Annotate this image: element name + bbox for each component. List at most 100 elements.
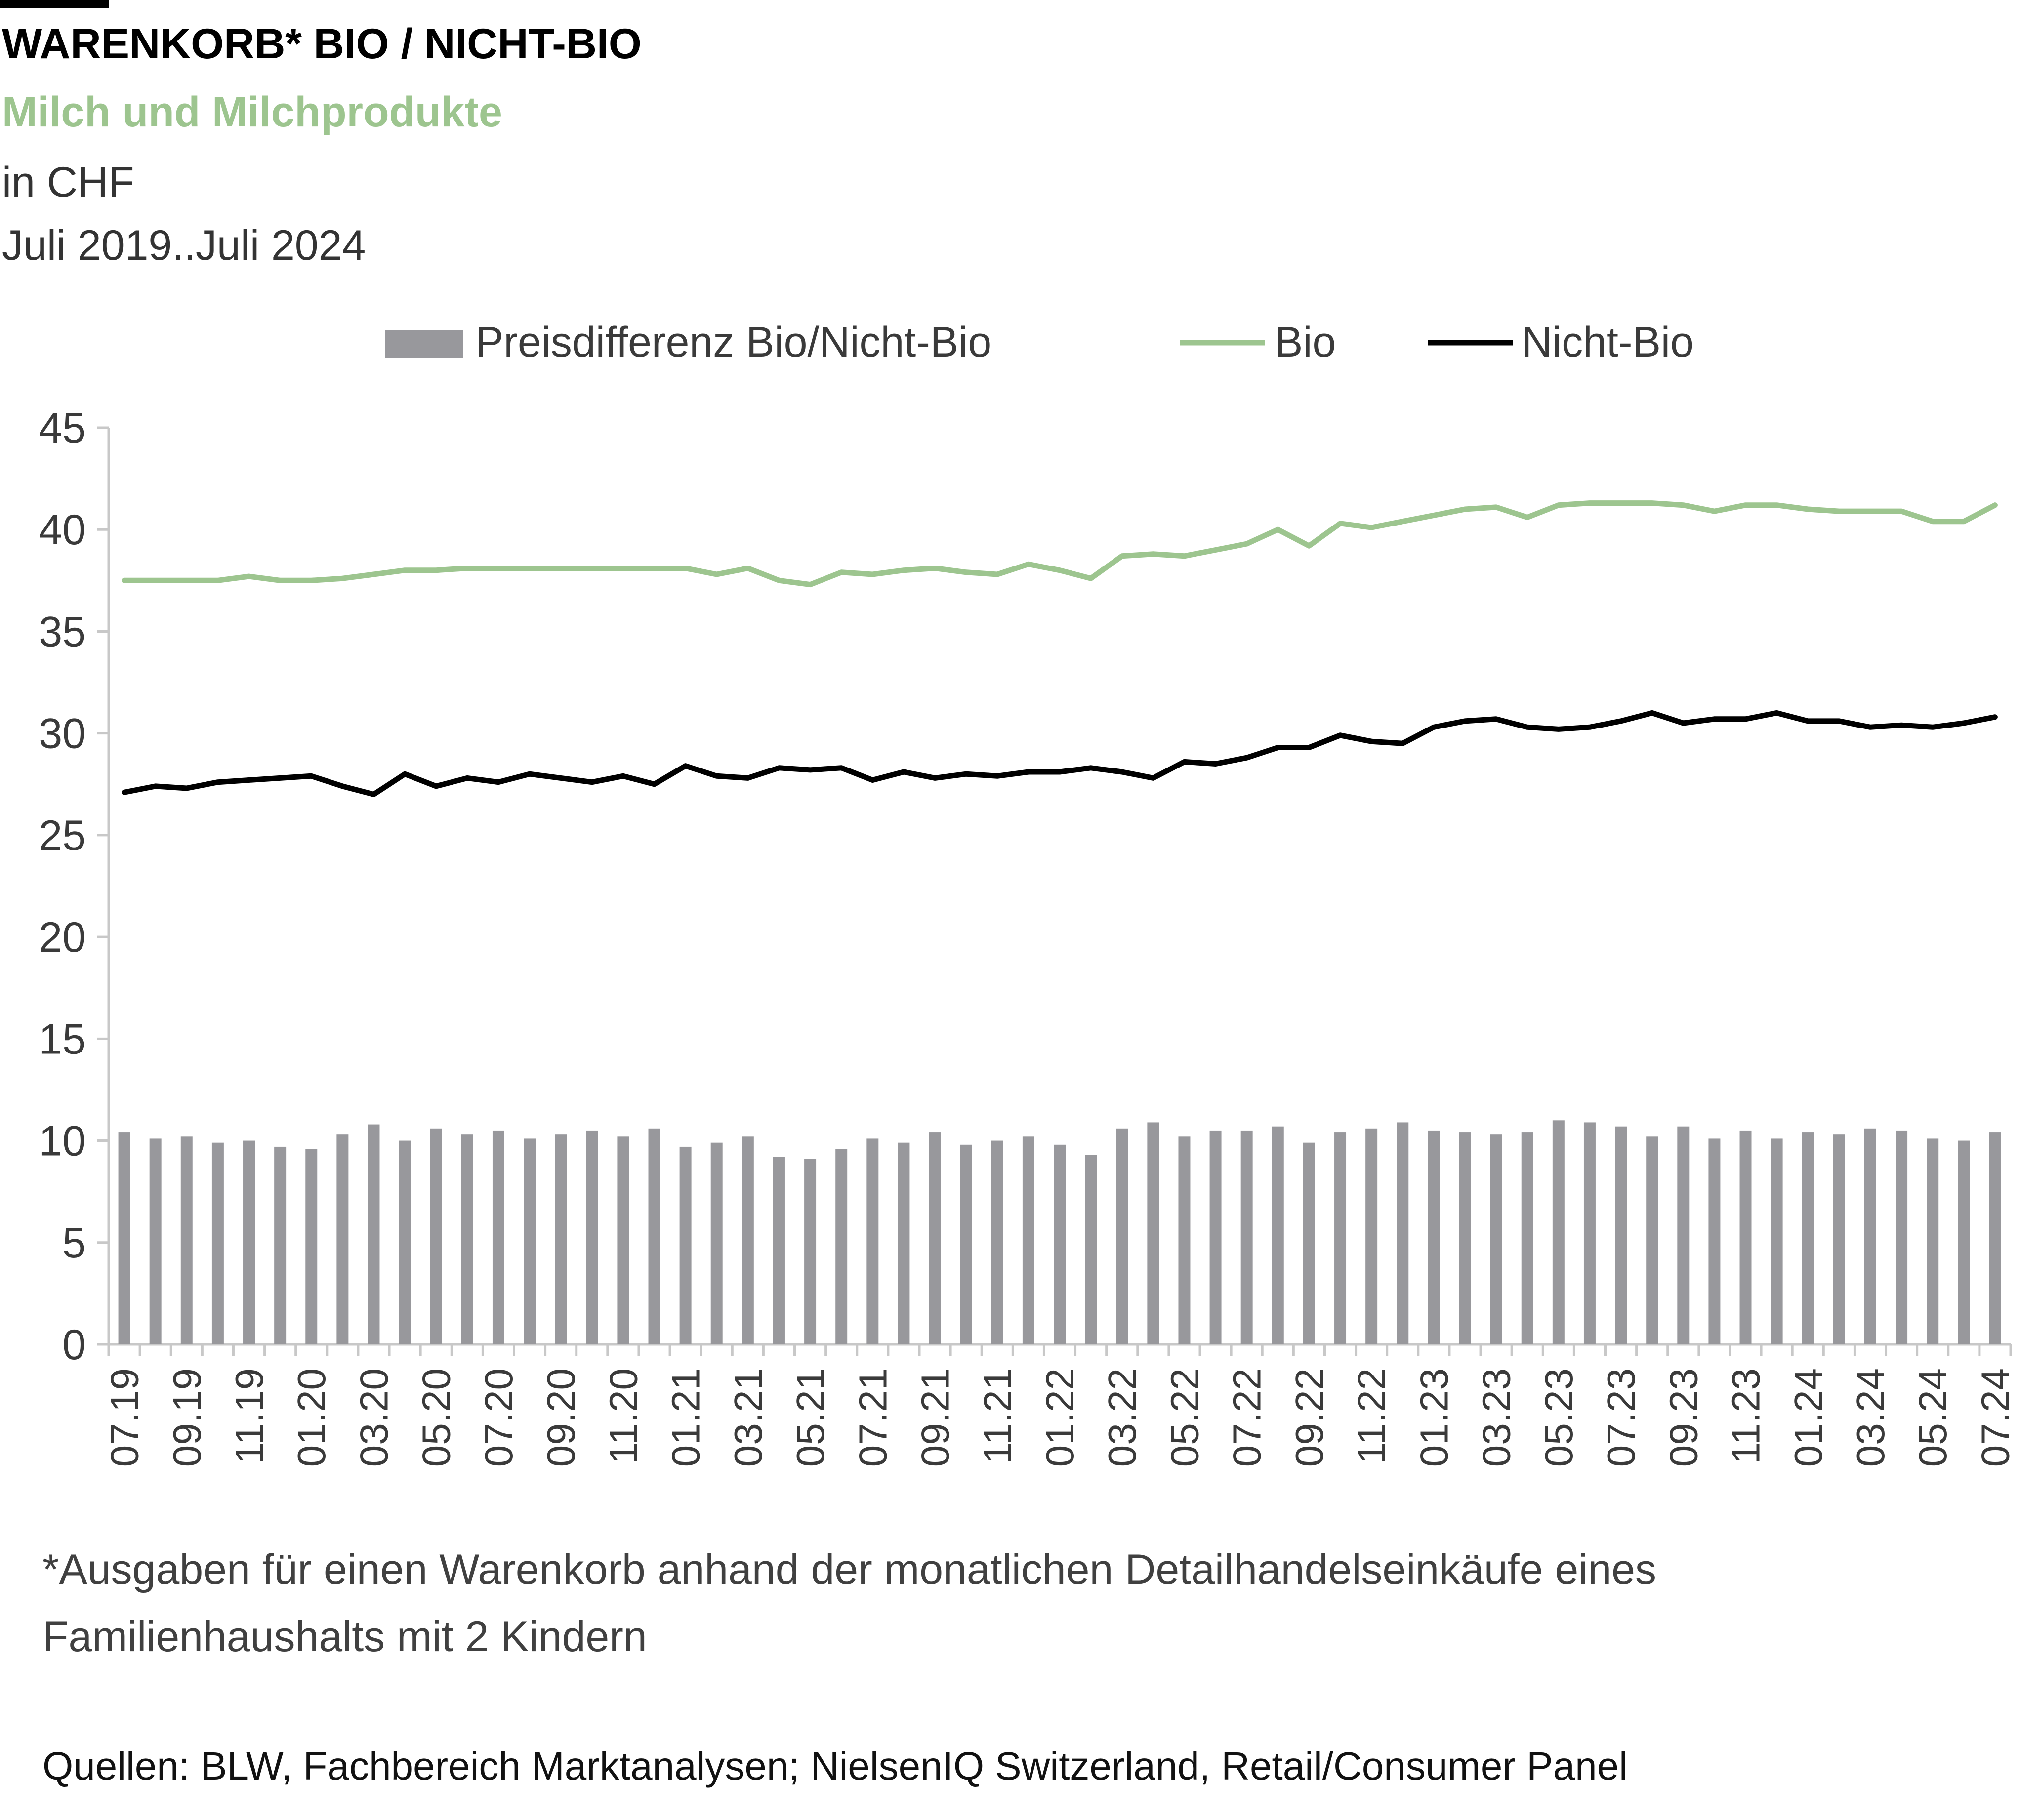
line-bio <box>122 500 1998 588</box>
bar-preisdifferenz <box>524 1138 536 1344</box>
bar-preisdifferenz <box>1397 1122 1409 1344</box>
bar-preisdifferenz <box>929 1132 941 1344</box>
bar-preisdifferenz <box>492 1130 504 1344</box>
bar-preisdifferenz <box>336 1134 349 1344</box>
unit-label: in CHF <box>2 159 134 206</box>
bar-preisdifferenz <box>1272 1126 1284 1344</box>
x-tick-label: 01.22 <box>1038 1368 1082 1467</box>
y-tick-label: 35 <box>39 608 86 655</box>
bar-series-preisdifferenz <box>118 1120 2001 1344</box>
x-tick-label: 11.20 <box>601 1368 645 1464</box>
x-tick-label: 01.24 <box>1786 1368 1830 1467</box>
x-tick-label: 09.22 <box>1287 1368 1331 1467</box>
bar-preisdifferenz <box>1209 1130 1222 1344</box>
bar-preisdifferenz <box>305 1149 318 1344</box>
chart-title: WARENKORB* BIO / NICHT-BIO <box>2 20 642 68</box>
bar-preisdifferenz <box>1646 1136 1658 1344</box>
bar-preisdifferenz <box>118 1132 130 1344</box>
bar-preisdifferenz <box>1116 1128 1128 1344</box>
bar-preisdifferenz <box>773 1157 785 1344</box>
bar-preisdifferenz <box>1802 1132 1814 1344</box>
x-tick-label: 05.24 <box>1911 1368 1955 1467</box>
bar-preisdifferenz <box>1864 1128 1876 1344</box>
x-tick-label: 05.23 <box>1537 1368 1581 1467</box>
x-tick-label: 11.22 <box>1350 1368 1394 1464</box>
x-tick-label: 03.22 <box>1100 1368 1144 1467</box>
y-tick-label: 40 <box>39 506 86 554</box>
bar-preisdifferenz <box>1303 1142 1315 1344</box>
bar-preisdifferenz <box>1428 1130 1440 1344</box>
bar-preisdifferenz <box>555 1134 567 1344</box>
bar-preisdifferenz <box>1490 1134 1502 1344</box>
bar-preisdifferenz <box>1178 1136 1191 1344</box>
legend-label-bio: Bio <box>1275 319 1336 366</box>
x-tick-label: 07.24 <box>1973 1368 2017 1467</box>
legend: Preisdifferenz Bio/Nicht-Bio Bio Nicht-B… <box>385 319 1694 366</box>
bar-preisdifferenz <box>368 1124 380 1344</box>
source-note: Quellen: BLW, Fachbereich Marktanalysen;… <box>42 1744 1628 1788</box>
bar-preisdifferenz <box>430 1128 442 1344</box>
y-axis: 0 5 10 15 20 25 30 35 40 45 <box>39 404 110 1369</box>
y-tick-label: 20 <box>39 914 86 961</box>
y-tick-label: 15 <box>39 1015 86 1063</box>
bar-preisdifferenz <box>243 1140 255 1344</box>
bar-preisdifferenz <box>1771 1138 1783 1344</box>
footnote: *Ausgaben für einen Warenkorb anhand der… <box>42 1546 1656 1660</box>
bar-preisdifferenz <box>898 1142 910 1344</box>
bar-preisdifferenz <box>1989 1132 2001 1344</box>
bar-preisdifferenz <box>1927 1138 1939 1344</box>
bar-preisdifferenz <box>180 1136 193 1344</box>
bar-preisdifferenz <box>1739 1130 1752 1344</box>
y-tick-label: 25 <box>39 812 86 859</box>
line-series <box>122 500 1998 797</box>
legend-label-nicht-bio: Nicht-Bio <box>1522 319 1694 366</box>
combo-chart: Preisdifferenz Bio/Nicht-Bio Bio Nicht-B… <box>39 319 2017 1467</box>
x-tick-label: 09.21 <box>913 1368 957 1467</box>
x-tick-label: 11.19 <box>227 1368 271 1464</box>
bar-preisdifferenz <box>1147 1122 1159 1344</box>
x-tick-label: 09.23 <box>1661 1368 1705 1467</box>
bar-preisdifferenz <box>1085 1155 1097 1344</box>
bar-preisdifferenz <box>399 1140 411 1344</box>
x-tick-label: 09.19 <box>165 1368 209 1467</box>
x-tick-label: 05.22 <box>1162 1368 1206 1467</box>
y-tick-label: 10 <box>39 1118 86 1165</box>
bar-preisdifferenz <box>1521 1132 1533 1344</box>
y-tick-label: 45 <box>39 404 86 452</box>
bar-preisdifferenz <box>617 1136 629 1344</box>
x-tick-label: 03.21 <box>726 1368 770 1467</box>
x-tick-label: 03.23 <box>1475 1368 1519 1467</box>
x-tick-label: 11.23 <box>1724 1368 1768 1464</box>
bar-preisdifferenz <box>960 1144 972 1344</box>
bar-preisdifferenz <box>804 1159 817 1344</box>
bar-preisdifferenz <box>1677 1126 1690 1344</box>
x-tick-label: 01.23 <box>1412 1368 1456 1467</box>
legend-swatch-preisdifferenz <box>385 330 463 358</box>
line-nicht-bio <box>122 710 1998 797</box>
x-tick-label: 11.21 <box>976 1368 1020 1464</box>
x-tick-label: 05.20 <box>414 1368 458 1467</box>
bar-preisdifferenz <box>1240 1130 1253 1344</box>
bar-preisdifferenz <box>586 1130 598 1344</box>
bar-preisdifferenz <box>1833 1134 1845 1344</box>
x-tick-label: 07.23 <box>1599 1368 1643 1467</box>
x-tick-label: 07.22 <box>1225 1368 1269 1467</box>
bar-preisdifferenz <box>274 1146 287 1344</box>
bar-preisdifferenz <box>1583 1122 1596 1344</box>
y-tick-label: 30 <box>39 710 86 758</box>
bar-preisdifferenz <box>866 1138 879 1344</box>
bar-preisdifferenz <box>1552 1120 1565 1344</box>
bar-preisdifferenz <box>1896 1130 1908 1344</box>
bar-preisdifferenz <box>1459 1132 1471 1344</box>
period-label: Juli 2019..Juli 2024 <box>2 222 366 269</box>
bar-preisdifferenz <box>679 1146 692 1344</box>
x-axis: 07.19 09.19 11.19 01.20 03.20 05.20 07.20 09.20… <box>103 1343 2017 1467</box>
y-tick-label: 0 <box>62 1321 86 1369</box>
x-tick-label: 01.20 <box>289 1368 333 1467</box>
x-tick-label: 09.20 <box>539 1368 583 1467</box>
bar-preisdifferenz <box>710 1142 723 1344</box>
legend-label-preisdifferenz: Preisdifferenz Bio/Nicht-Bio <box>475 319 991 366</box>
bar-preisdifferenz <box>648 1128 660 1344</box>
x-tick-label: 05.21 <box>788 1368 832 1467</box>
bar-preisdifferenz <box>835 1149 848 1344</box>
